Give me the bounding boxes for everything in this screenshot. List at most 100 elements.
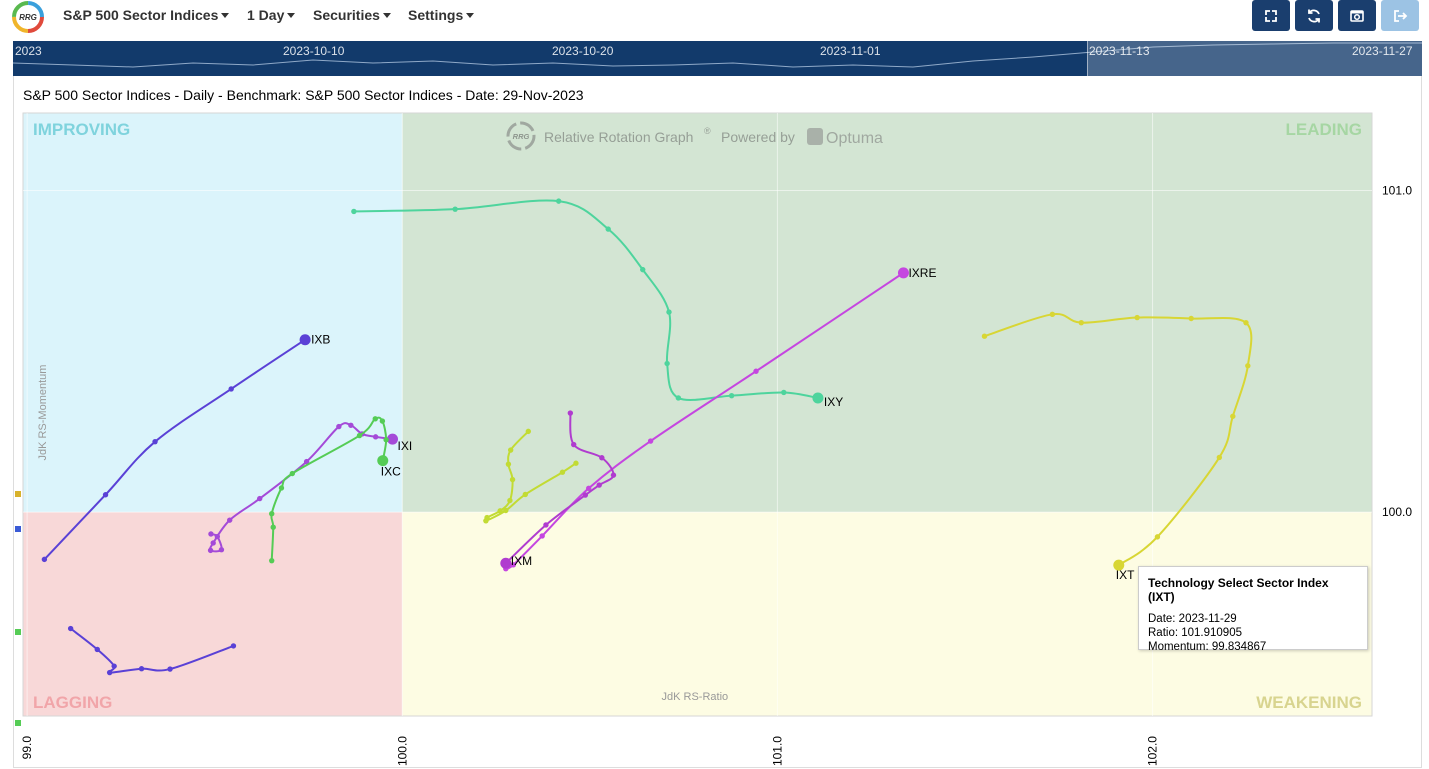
tail-point (605, 226, 611, 232)
plot-border (22, 112, 1373, 717)
tail-point (67, 625, 74, 632)
universe-menu[interactable]: S&P 500 Sector Indices (63, 7, 230, 23)
timeline-label: 2023-10-20 (552, 44, 614, 58)
tail-point (138, 666, 145, 672)
series-head-point[interactable] (387, 433, 399, 445)
series-ixm-track-tail[interactable] (483, 428, 579, 524)
series-ixm-tail[interactable]: IXM (500, 410, 617, 569)
tail-point (586, 485, 592, 492)
snapshot-button[interactable] (1338, 0, 1376, 31)
fullscreen-button[interactable] (1252, 0, 1290, 31)
tail-point (106, 669, 113, 676)
series-ixb-trail-tail[interactable] (67, 625, 237, 676)
toolbar: RRG S&P 500 Sector Indices 1 Day Securit… (0, 0, 1429, 40)
tail-line (505, 272, 905, 570)
settings-menu[interactable]: Settings (408, 7, 475, 23)
securities-menu-label: Securities (313, 7, 380, 23)
tail-point (210, 540, 216, 546)
tail-point (753, 368, 759, 374)
leading-quadrant (402, 113, 1372, 513)
series-ixc-tail[interactable]: IXC (269, 416, 401, 564)
refresh-button[interactable] (1295, 0, 1333, 31)
tail-point (102, 492, 109, 498)
period-menu[interactable]: 1 Day (247, 7, 296, 23)
series-ixt-tail[interactable]: IXT (981, 311, 1253, 583)
tail-point (348, 422, 354, 428)
tail-point (269, 557, 275, 564)
tail-point (214, 533, 221, 540)
y-tick-label: 100.0 (1382, 505, 1412, 519)
watermark-text: Relative Rotation Graph (544, 129, 693, 145)
logout-icon (1394, 10, 1408, 22)
series-label: IXM (511, 554, 532, 568)
tail-line (353, 199, 819, 401)
series-ixre-tail[interactable]: IXRE (503, 266, 936, 572)
tail-point (610, 472, 617, 478)
tail-point (269, 511, 275, 517)
tail-point (452, 206, 458, 212)
x-axis-label: JdK RS-Ratio (662, 691, 729, 703)
x-tick-label: 100.0 (395, 736, 409, 766)
tail-point (555, 198, 562, 204)
series-head-point[interactable] (812, 392, 824, 404)
tail-point (230, 643, 237, 649)
tail-point (559, 469, 566, 475)
tail-point (1243, 319, 1249, 326)
tail-point (503, 507, 509, 514)
tail-point (1134, 314, 1140, 321)
camera-icon (1350, 10, 1364, 22)
tail-point (525, 428, 532, 435)
expand-icon (1265, 10, 1277, 22)
leading-label: LEADING (1286, 120, 1363, 139)
exit-button[interactable] (1381, 0, 1419, 31)
timeline-navigator[interactable]: 2023 2023-10-10 2023-10-20 2023-11-01 20… (13, 41, 1422, 76)
tail-point (167, 666, 173, 672)
refresh-icon (1308, 9, 1320, 23)
series-head-point[interactable] (500, 557, 512, 569)
tail-point (647, 438, 654, 444)
series-label: IXT (1116, 568, 1135, 582)
tail-point (507, 497, 513, 504)
tail-point (675, 395, 682, 401)
series-ixb-tail[interactable]: IXB (41, 333, 331, 563)
chevron-down-icon (382, 13, 391, 18)
timeline-label: 2023-11-27 (1352, 44, 1413, 58)
timeline-selection-window[interactable] (1087, 41, 1422, 76)
chart-title: S&P 500 Sector Indices - Daily - Benchma… (23, 87, 584, 103)
improving-quadrant (23, 113, 403, 513)
series-head-point[interactable] (897, 267, 909, 279)
tail-point (640, 266, 646, 273)
series-head-point[interactable] (377, 455, 389, 467)
tail-point (351, 208, 357, 215)
series-label: IXRE (908, 266, 936, 280)
rrg-watermark-logo: RRG (506, 121, 536, 151)
tail-point (1078, 319, 1084, 326)
tail-point (1154, 534, 1161, 540)
securities-menu[interactable]: Securities (313, 7, 391, 23)
timeline-sparkline (13, 42, 1422, 68)
tail-point (781, 389, 787, 396)
tail-point (207, 547, 214, 554)
improving-label: IMPROVING (33, 120, 130, 139)
series-head-point[interactable] (1113, 559, 1125, 571)
watermark-registered: ® (704, 126, 711, 136)
period-menu-label: 1 Day (247, 7, 285, 23)
tail-point (505, 461, 512, 467)
rrg-logo[interactable]: RRG (10, 0, 46, 33)
lagging-quadrant (23, 512, 403, 716)
optuma-logo-mark (807, 128, 823, 145)
tail-point (372, 434, 379, 440)
tail-point (257, 495, 263, 502)
tail-point (522, 491, 529, 498)
tail-point (336, 423, 342, 430)
security-tooltip: Technology Select Sector Index (IXT) Dat… (1138, 566, 1368, 653)
series-marker (15, 526, 21, 532)
tail-point (728, 392, 735, 399)
tail-point (507, 447, 514, 453)
series-head-point[interactable] (299, 334, 311, 346)
tooltip-momentum: Momentum: 99.834867 (1148, 641, 1267, 653)
series-ixy-tail[interactable]: IXY (351, 198, 843, 409)
tail-point (1188, 315, 1194, 322)
tail-point (981, 333, 988, 339)
